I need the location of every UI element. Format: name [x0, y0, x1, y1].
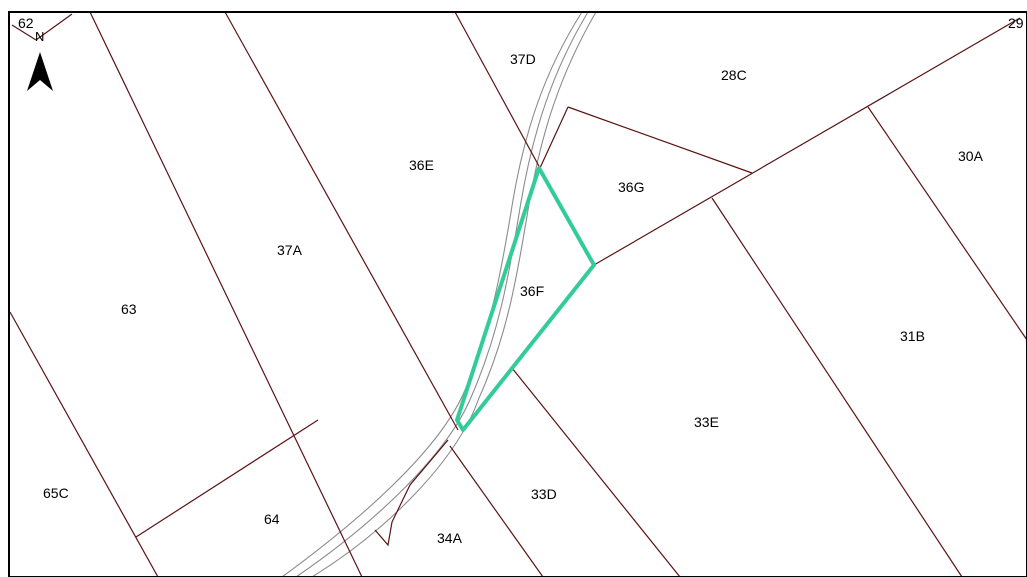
boundary-62b — [35, 13, 73, 41]
parcel-label-30A: 30A — [958, 148, 984, 164]
parcel-boundaries — [9, 11, 1027, 577]
parcel-label-29: 29 — [1008, 15, 1024, 31]
road-edge-east — [311, 11, 597, 577]
boundary-63-37A — [89, 11, 363, 577]
parcel-label-36F: 36F — [520, 283, 544, 299]
map-frame — [8, 11, 1027, 577]
boundary-34A-33D — [449, 445, 544, 577]
parcel-label-36G: 36G — [618, 179, 644, 195]
parcel-labels: 62 29 37D 28C 36E 36G 30A 37A 36F 63 31B… — [18, 15, 1024, 546]
boundary-64-34A — [374, 439, 449, 547]
parcel-label-37A: 37A — [277, 242, 303, 258]
boundary-62 — [11, 24, 37, 41]
highlighted-parcel-36F[interactable] — [455, 166, 596, 432]
boundary-33D-33E — [511, 367, 681, 577]
parcel-label-36E: 36E — [409, 157, 434, 173]
boundary-36G-west — [539, 106, 569, 169]
parcel-label-28C: 28C — [721, 67, 747, 83]
parcel-label-31B: 31B — [900, 328, 925, 344]
parcel-label-33D: 33D — [531, 486, 557, 502]
boundary-36G-28C — [567, 106, 753, 174]
road-edge-center — [295, 11, 589, 577]
boundary-36E-37D — [454, 11, 541, 169]
north-letter: N — [35, 29, 44, 44]
boundary-main-diagonal — [593, 17, 1021, 266]
parcel-label-63: 63 — [121, 301, 137, 317]
parcel-label-34A: 34A — [437, 530, 463, 546]
boundary-37A-36E — [224, 11, 459, 431]
parcel-label-65C: 65C — [43, 485, 69, 501]
parcel-label-62: 62 — [18, 15, 34, 31]
parcel-label-37D: 37D — [510, 51, 536, 67]
parcel-label-33E: 33E — [694, 414, 719, 430]
boundary-65C-63 — [9, 311, 159, 577]
north-arrow-icon: N — [27, 29, 53, 91]
parcel-label-64: 64 — [264, 511, 280, 527]
boundary-31B-30A — [867, 106, 1027, 341]
boundary-64-north — [135, 419, 319, 538]
boundary-33E-31B — [711, 197, 963, 577]
